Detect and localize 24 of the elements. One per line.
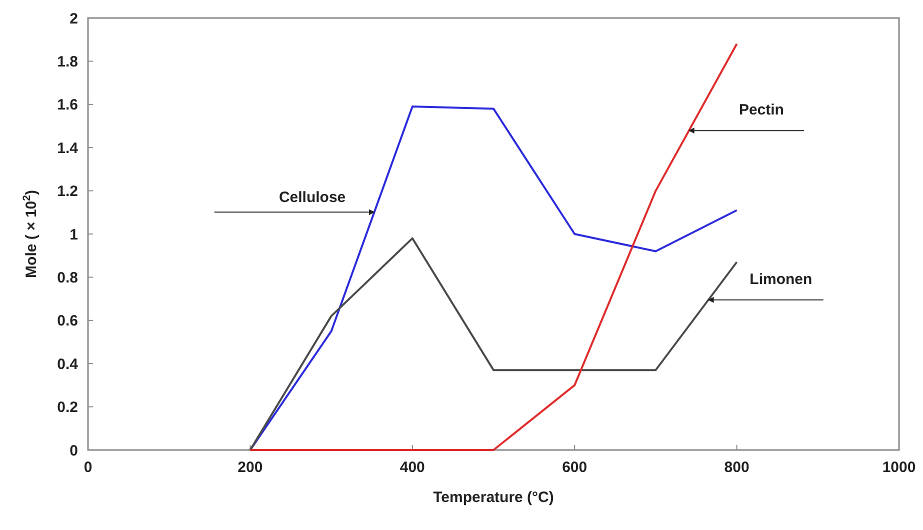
x-tick-label: 400 bbox=[400, 459, 425, 476]
y-tick-label: 0.8 bbox=[57, 269, 78, 286]
y-tick-label: 0.2 bbox=[57, 399, 78, 416]
x-tick-label: 600 bbox=[562, 459, 588, 476]
y-tick-label: 1.6 bbox=[57, 96, 78, 114]
y-tick-label: 1 bbox=[70, 226, 78, 244]
series-label: Limonen bbox=[750, 270, 812, 288]
y-tick-label: 0 bbox=[70, 442, 78, 460]
x-tick-label: 1000 bbox=[882, 459, 916, 476]
x-tick-label: 800 bbox=[724, 459, 750, 476]
y-tick-label: 0.6 bbox=[57, 312, 78, 330]
y-tick-label: 1.2 bbox=[57, 183, 78, 200]
y-tick-label: 1.8 bbox=[57, 53, 78, 70]
x-axis-title: Temperature (°C) bbox=[433, 489, 554, 506]
x-tick-label: 0 bbox=[84, 459, 92, 476]
series-label: Pectin bbox=[738, 102, 784, 119]
line-series bbox=[249, 106, 738, 451]
x-tick-label: 200 bbox=[238, 459, 263, 476]
series-label: Cellulose bbox=[278, 189, 346, 206]
line-series bbox=[249, 42, 738, 451]
y-tick-label: 2 bbox=[70, 10, 78, 28]
y-tick-label: 0.4 bbox=[57, 356, 79, 373]
line-series bbox=[249, 237, 738, 451]
y-tick-label: 1.4 bbox=[57, 140, 79, 157]
